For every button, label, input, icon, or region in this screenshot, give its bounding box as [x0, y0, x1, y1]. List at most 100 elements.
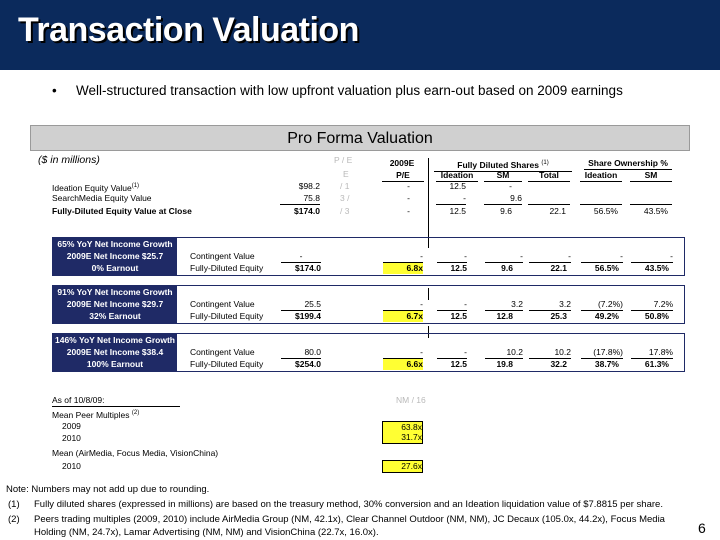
column-divider [428, 158, 429, 248]
col-own-ideation: Ideation [580, 170, 622, 182]
cell-total: 22.1 [550, 263, 567, 273]
scenario-header: 91% YoY Net Income Growth 2009E Net Inco… [53, 286, 177, 323]
scenario-block: 146% YoY Net Income Growth 2009E Net Inc… [52, 333, 685, 372]
cell-own-sm: 7.2% [631, 299, 673, 311]
units-note: ($ in millions) [38, 154, 100, 166]
cell-sm: - [509, 181, 512, 191]
cell-own-sm: - [631, 251, 673, 263]
cell-value: $174.0 [295, 263, 321, 273]
cell-own-sm: 50.8% [644, 311, 669, 321]
bullet-text: Well-structured transaction with low upf… [76, 83, 623, 98]
scenario-header: 65% YoY Net Income Growth 2009E Net Inco… [53, 238, 177, 275]
cell-total: 3.2 [529, 299, 571, 311]
cell-ideation: 12.5 [450, 263, 467, 273]
cell-sm: 10.2 [485, 347, 523, 359]
cell-total [528, 193, 570, 205]
bullet-icon: • [52, 83, 57, 98]
cell-ideation: 12.5 [450, 359, 467, 369]
cell-sm: 12.8 [496, 311, 513, 321]
peer-mean-label: Mean Peer Multiples (2) [52, 409, 140, 420]
peer-multiple: 27.6x [382, 460, 423, 473]
fully-diluted-label: Fully-Diluted Equity [190, 311, 264, 321]
peer-year: 2010 [62, 461, 81, 471]
cell-value: $199.4 [295, 311, 321, 321]
peer-year: 2010 [62, 433, 81, 443]
cell-own-sm: 43.5% [643, 206, 668, 216]
cell-ideation: 12.5 [449, 206, 466, 216]
faint-mark: NM / 16 [396, 395, 426, 405]
cell-value: 75.8 [280, 193, 320, 205]
scenario-growth: 91% YoY Net Income Growth [57, 287, 173, 297]
col-sm: SM [484, 170, 522, 182]
fully-diluted-label: Fully-Diluted Equity [190, 359, 264, 369]
faint-mark: / 3 [340, 206, 350, 216]
cell-pe-highlight: 6.7x [383, 311, 423, 322]
footnote-text: Peers trading multiples (2009, 2010) inc… [34, 514, 665, 538]
scenario-earnout: 100% Earnout [86, 359, 144, 369]
cell-value: $98.2 [298, 181, 320, 191]
footnote-number: (1) [8, 499, 20, 510]
peer-mean-subset-label: Mean (AirMedia, Focus Media, VisionChina… [52, 448, 219, 458]
faint-mark: E [343, 169, 349, 179]
cell-own-sm [630, 193, 672, 205]
col-total: Total [528, 170, 570, 182]
page-number: 6 [698, 520, 706, 536]
cell-own-sm: 43.5% [644, 263, 669, 273]
cell-pe-highlight: 6.6x [383, 359, 423, 370]
scenario-header: 146% YoY Net Income Growth 2009E Net Inc… [53, 334, 177, 371]
cell-own-ideation: (17.8%) [581, 347, 623, 359]
row-label: Fully-Diluted Equity Value at Close [52, 206, 192, 216]
cell-pe: - [383, 299, 423, 311]
faint-mark: P / E [334, 155, 353, 165]
peer-year: 2009 [62, 421, 81, 431]
cell-pe: - [407, 181, 410, 191]
cell-own-ideation: 38.7% [594, 359, 619, 369]
section-banner: Pro Forma Valuation [30, 125, 690, 151]
scenario-growth: 146% YoY Net Income Growth [55, 335, 175, 345]
fds-header-sup: (1) [541, 160, 549, 166]
scenario-block: 65% YoY Net Income Growth 2009E Net Inco… [52, 237, 685, 276]
rounding-note: Note: Numbers may not add up due to roun… [6, 484, 210, 495]
cell-ideation: 12.5 [450, 311, 467, 321]
cell-sm: 19.8 [496, 359, 513, 369]
cell-ideation: - [437, 347, 467, 359]
page-title: Transaction Valuation [18, 11, 359, 49]
cell-pe: - [407, 206, 410, 216]
faint-mark: / 1 [340, 181, 350, 191]
as-of-date: As of 10/8/09: [52, 395, 180, 407]
cell-ideation: - [436, 193, 466, 205]
cell-own-ideation: 56.5% [593, 206, 618, 216]
cell-total: 32.2 [550, 359, 567, 369]
contingent-value-label: Contingent Value [190, 299, 255, 309]
cell-value: - [281, 251, 321, 263]
footnote-text: Fully diluted shares (expressed in milli… [34, 499, 663, 510]
cell-own-sm: 17.8% [631, 347, 673, 359]
cell-value: $174.0 [294, 206, 320, 216]
cell-pe: - [407, 193, 410, 203]
cell-value: $254.0 [295, 359, 321, 369]
pe-header: P/E [382, 170, 424, 182]
cell-ideation: - [437, 251, 467, 263]
cell-total: 10.2 [529, 347, 571, 359]
fully-diluted-label: Fully-Diluted Equity [190, 263, 264, 273]
pe-year-header: 2009E [389, 158, 415, 168]
cell-total: 25.3 [550, 311, 567, 321]
cell-sm: 3.2 [485, 299, 523, 311]
row-label: SearchMedia Equity Value [52, 193, 152, 203]
scenario-net-income: 2009E Net Income $38.4 [66, 347, 164, 357]
cell-sm: 9.6 [484, 193, 522, 205]
title-bar: Transaction Valuation [0, 0, 720, 70]
cell-value: 25.5 [281, 299, 321, 311]
scenario-net-income: 2009E Net Income $25.7 [66, 251, 164, 261]
cell-value: 80.0 [281, 347, 321, 359]
cell-pe: - [383, 251, 423, 263]
scenario-earnout: 32% Earnout [89, 311, 141, 321]
cell-total: - [529, 251, 571, 263]
cell-own-ideation: 56.5% [594, 263, 619, 273]
row-label: Ideation Equity Value(1) [52, 182, 140, 193]
faint-mark: 3 / [340, 193, 350, 203]
ownership-header: Share Ownership % [584, 158, 672, 170]
cell-total: 22.1 [549, 206, 566, 216]
col-own-sm: SM [630, 170, 672, 182]
column-divider [428, 288, 429, 300]
